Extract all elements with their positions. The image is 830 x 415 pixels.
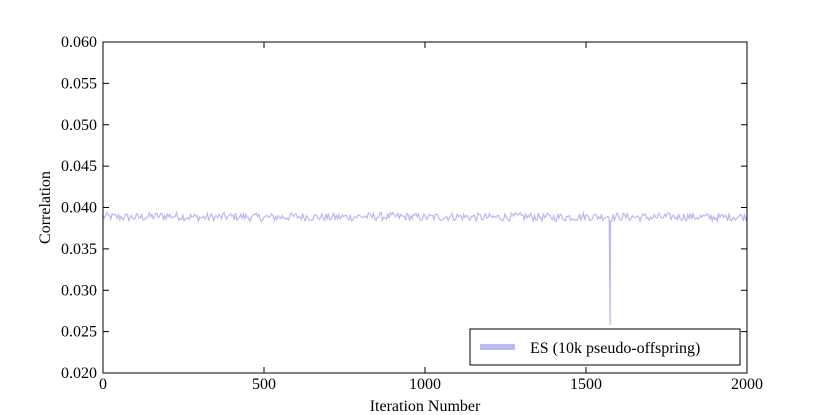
x-tick-label: 2000 bbox=[731, 376, 763, 393]
y-tick-label: 0.035 bbox=[61, 241, 97, 258]
y-tick-label: 0.055 bbox=[61, 75, 97, 92]
x-tick-label: 0 bbox=[99, 376, 107, 393]
y-tick-label: 0.020 bbox=[61, 365, 97, 382]
y-tick-label: 0.050 bbox=[61, 117, 97, 134]
legend: ES (10k pseudo-offspring) bbox=[469, 328, 741, 366]
y-tick-label: 0.040 bbox=[61, 200, 97, 217]
y-tick-label: 0.045 bbox=[61, 158, 97, 175]
x-axis-label: Iteration Number bbox=[370, 398, 481, 415]
y-tick-label: 0.060 bbox=[61, 34, 97, 51]
x-tick-label: 1000 bbox=[409, 376, 441, 393]
series-line-es-10k bbox=[102, 210, 748, 326]
legend-label: ES (10k pseudo-offspring) bbox=[530, 340, 700, 357]
axes-frame bbox=[102, 41, 748, 374]
x-tick-label: 1500 bbox=[570, 376, 602, 393]
y-axis-label: Correlation bbox=[37, 171, 54, 244]
x-tick-label: 500 bbox=[252, 376, 276, 393]
y-tick-label: 0.025 bbox=[61, 324, 97, 341]
series-layer bbox=[102, 210, 748, 326]
axes: 0 500 1000 1500 2000 0.020 0.025 0.030 0.035 0.04… bbox=[61, 34, 763, 393]
y-tick-label: 0.030 bbox=[61, 282, 97, 299]
